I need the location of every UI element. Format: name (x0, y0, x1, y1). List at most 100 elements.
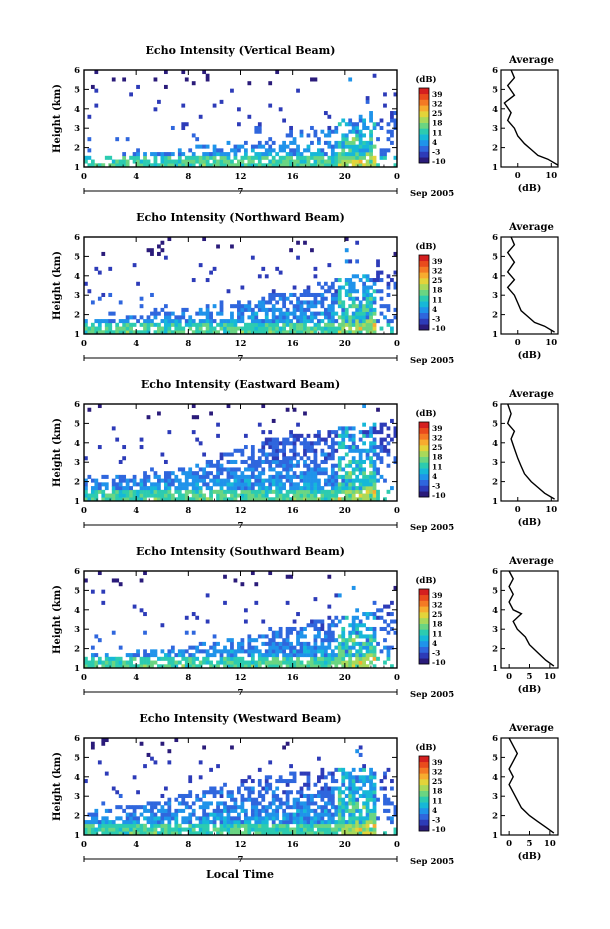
average-y-tick-label: 2 (492, 645, 498, 655)
heat-cell (348, 289, 353, 294)
heat-cell (115, 330, 120, 335)
colorbar-swatch (419, 122, 429, 129)
heat-cell (351, 330, 356, 335)
heat-cell (372, 771, 377, 776)
heat-cell (167, 831, 172, 836)
heat-cell (153, 311, 158, 316)
heat-cell (278, 463, 283, 468)
heat-cell (303, 653, 307, 658)
heat-cell (344, 315, 349, 320)
heat-cell (163, 812, 168, 817)
heat-cell (254, 664, 259, 669)
heat-cell (136, 805, 140, 810)
heat-cell (153, 159, 158, 164)
heat-cell (188, 148, 193, 153)
heat-cell (216, 489, 220, 494)
heat-cell (282, 311, 287, 316)
heat-cell (379, 445, 384, 450)
heat-cell (323, 452, 328, 457)
heat-cell (261, 152, 266, 157)
heat-cell (337, 322, 342, 327)
heat-cell (268, 148, 273, 153)
heat-cell (393, 805, 398, 810)
x-tick-label: 16 (287, 673, 299, 683)
heat-cell (219, 307, 224, 312)
heat-cell (205, 653, 210, 658)
heat-cell (261, 322, 266, 327)
heat-cell (372, 452, 377, 457)
heat-cell (97, 656, 102, 661)
heat-cell (292, 497, 297, 502)
heat-cell (268, 775, 273, 780)
y-tick-label: 1 (74, 330, 80, 340)
heat-cell (282, 330, 287, 335)
heat-cell (310, 486, 314, 491)
heat-cell (327, 307, 332, 312)
heat-cell (289, 448, 293, 453)
heat-cell (313, 497, 318, 502)
heat-cell (240, 779, 245, 784)
heat-cell (97, 482, 102, 487)
heat-cell (247, 641, 252, 646)
heat-cell (184, 77, 189, 82)
heat-cell (104, 738, 109, 743)
heat-cell (195, 159, 200, 164)
heat-cell (355, 816, 360, 821)
heat-cell (348, 426, 353, 431)
heat-cell (271, 159, 276, 164)
heat-cell (369, 820, 373, 825)
heat-cell (101, 823, 106, 828)
heat-cell (313, 304, 318, 309)
heat-cell (87, 664, 92, 669)
heat-cell (191, 656, 196, 661)
heat-cell (337, 278, 342, 283)
heat-cell (355, 155, 360, 160)
heat-cell (372, 426, 377, 431)
heat-cell (237, 649, 241, 654)
heat-cell (379, 779, 384, 784)
heat-cell (257, 482, 262, 487)
heat-cell (163, 471, 168, 476)
heat-cell (261, 634, 266, 639)
heat-cell (247, 326, 252, 331)
heat-cell (153, 660, 158, 665)
heat-cell (344, 474, 349, 479)
heat-cell (174, 823, 179, 828)
heat-cell (257, 767, 262, 772)
heat-cell (282, 315, 287, 320)
heat-cell (254, 304, 259, 309)
heat-cell (129, 653, 133, 658)
heat-cell (94, 808, 99, 813)
heat-cell (177, 322, 182, 327)
heat-cell (327, 823, 332, 828)
heat-cell (337, 786, 342, 791)
heat-cell (271, 289, 276, 294)
heat-cell (299, 311, 304, 316)
heat-cell (143, 163, 147, 168)
average-y-tick-label: 2 (492, 311, 498, 321)
heat-cell (341, 478, 346, 483)
heat-cell (240, 452, 245, 457)
heat-cell (306, 649, 311, 654)
day-label: 7 (238, 187, 244, 197)
heat-cell (289, 129, 293, 134)
heat-cell (310, 125, 314, 130)
heat-cell (351, 493, 356, 498)
heat-cell (313, 311, 318, 316)
heat-cell (379, 152, 384, 157)
heat-cell (223, 152, 227, 157)
heat-cell (163, 155, 168, 160)
heat-cell (188, 831, 193, 836)
heat-cell (310, 820, 314, 825)
heat-cell (393, 307, 398, 312)
heat-cell (143, 653, 147, 658)
heat-cell (344, 478, 349, 483)
heat-cell (108, 322, 113, 327)
heat-cell (320, 786, 325, 791)
heat-cell (87, 114, 92, 119)
heat-cell (376, 452, 380, 457)
heat-cell (226, 489, 231, 494)
heat-cell (313, 452, 318, 457)
heat-cell (351, 426, 356, 431)
heat-cell (358, 155, 363, 160)
